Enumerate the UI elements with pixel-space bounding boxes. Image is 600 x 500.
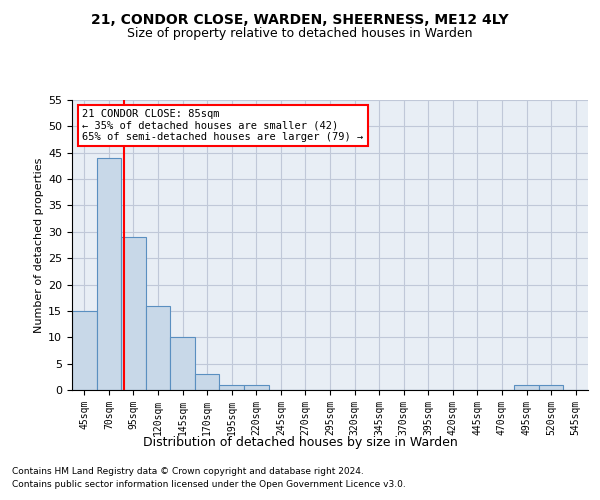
Text: Contains HM Land Registry data © Crown copyright and database right 2024.: Contains HM Land Registry data © Crown c… [12, 467, 364, 476]
Bar [97, 158, 121, 390]
Text: 21 CONDOR CLOSE: 85sqm
← 35% of detached houses are smaller (42)
65% of semi-det: 21 CONDOR CLOSE: 85sqm ← 35% of detached… [82, 108, 364, 142]
Bar [244, 384, 269, 390]
Bar [170, 338, 195, 390]
Text: Distribution of detached houses by size in Warden: Distribution of detached houses by size … [143, 436, 457, 449]
Bar [121, 237, 146, 390]
Bar [146, 306, 170, 390]
Bar [195, 374, 220, 390]
Bar [72, 311, 97, 390]
Bar [539, 384, 563, 390]
Bar [220, 384, 244, 390]
Y-axis label: Number of detached properties: Number of detached properties [34, 158, 44, 332]
Text: Contains public sector information licensed under the Open Government Licence v3: Contains public sector information licen… [12, 480, 406, 489]
Text: Size of property relative to detached houses in Warden: Size of property relative to detached ho… [127, 28, 473, 40]
Bar [514, 384, 539, 390]
Text: 21, CONDOR CLOSE, WARDEN, SHEERNESS, ME12 4LY: 21, CONDOR CLOSE, WARDEN, SHEERNESS, ME1… [91, 12, 509, 26]
